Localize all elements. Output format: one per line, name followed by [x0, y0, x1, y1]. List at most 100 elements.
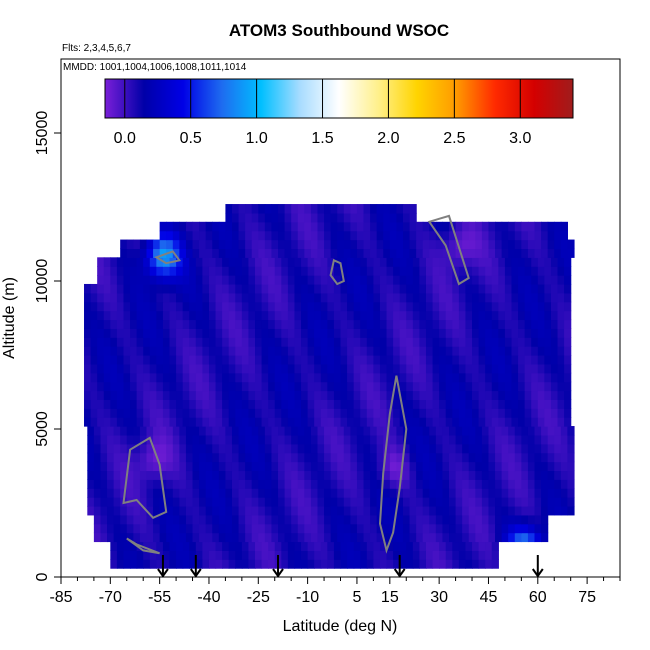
heatmap-cell — [472, 346, 480, 356]
heatmap-cell — [189, 399, 197, 409]
heatmap-cell — [199, 248, 207, 258]
heatmap-cell — [373, 399, 381, 409]
heatmap-cell — [412, 283, 421, 294]
heatmap-cell — [218, 248, 227, 258]
heatmap-cell — [327, 417, 335, 427]
heatmap-cell — [350, 230, 358, 241]
heatmap-cell — [432, 559, 440, 569]
heatmap-cell — [208, 283, 217, 294]
heatmap-cell — [100, 426, 108, 436]
heatmap-cell — [136, 399, 144, 409]
heatmap-cell — [343, 239, 351, 250]
heatmap-cell — [363, 204, 371, 214]
heatmap-cell — [458, 301, 467, 312]
heatmap-cell — [501, 479, 509, 489]
heatmap-cell — [268, 346, 276, 356]
heatmap-cell — [557, 355, 565, 365]
heatmap-cell — [120, 434, 128, 445]
heatmap-cell — [409, 452, 417, 463]
heatmap-cell — [301, 417, 309, 427]
heatmap-cell — [439, 328, 447, 338]
heatmap-cell — [248, 390, 256, 400]
x-axis-label: Latitude (deg N) — [283, 618, 398, 635]
heatmap-cell — [356, 452, 365, 463]
heatmap-cell — [458, 541, 467, 551]
heatmap-cell — [212, 452, 220, 463]
heatmap-cell — [97, 381, 105, 392]
heatmap-cell — [442, 497, 450, 507]
heatmap-cell — [564, 301, 572, 312]
heatmap-cell — [212, 497, 220, 507]
heatmap-cell — [360, 355, 368, 365]
heatmap-cell — [248, 301, 256, 312]
heatmap-cell — [294, 559, 302, 569]
heatmap-cell — [445, 541, 453, 551]
heatmap-cell — [504, 292, 513, 303]
heatmap-cell — [521, 248, 529, 258]
heatmap-cell — [416, 479, 424, 489]
heatmap-cell — [291, 204, 299, 214]
heatmap-cell — [452, 417, 460, 427]
heatmap-cell — [511, 310, 519, 321]
heatmap-cell — [468, 514, 476, 525]
heatmap-cell — [116, 355, 125, 365]
heatmap-cell — [564, 257, 572, 267]
heatmap-cell — [116, 559, 125, 569]
heatmap-cell — [472, 372, 480, 383]
heatmap-cell — [409, 230, 417, 241]
heatmap-cell — [330, 452, 338, 463]
heatmap-cell — [301, 363, 309, 374]
heatmap-cell — [169, 337, 177, 347]
heatmap-cell — [478, 399, 486, 409]
heatmap-cell — [222, 355, 230, 365]
heatmap-cell — [337, 443, 345, 454]
heatmap-cell — [360, 337, 368, 347]
heatmap-cell — [195, 257, 203, 267]
heatmap-cell — [169, 417, 177, 427]
heatmap-cell — [541, 426, 549, 436]
heatmap-cell — [498, 319, 506, 329]
heatmap-cell — [376, 488, 384, 498]
heatmap-cell — [531, 355, 539, 365]
heatmap-cell — [531, 372, 539, 383]
heatmap-cell — [139, 452, 148, 463]
heatmap-cell — [317, 443, 325, 454]
heatmap-cell — [225, 523, 233, 534]
heatmap-cell — [116, 408, 125, 418]
heatmap-cell — [455, 523, 463, 534]
heatmap-cell — [340, 355, 348, 365]
heatmap-cell — [347, 559, 355, 569]
heatmap-cell — [425, 346, 434, 356]
heatmap-cell — [370, 230, 378, 241]
heatmap-cell — [343, 434, 351, 445]
heatmap-cell — [343, 443, 351, 454]
heatmap-cell — [317, 461, 325, 472]
heatmap-cell — [498, 346, 506, 356]
heatmap-cell — [235, 372, 243, 383]
heatmap-cell — [153, 479, 161, 489]
heatmap-cell — [501, 230, 509, 241]
heatmap-cell — [343, 479, 351, 489]
heatmap-cell — [370, 452, 378, 463]
heatmap-cell — [488, 532, 496, 543]
heatmap-cell — [514, 497, 522, 507]
heatmap-cell — [182, 381, 190, 392]
heatmap-cell — [393, 283, 401, 294]
heatmap-cell — [478, 283, 486, 294]
heatmap-cell — [416, 230, 424, 241]
heatmap-cell — [314, 301, 322, 312]
heatmap-cell — [231, 461, 240, 472]
flight-markers — [157, 555, 544, 578]
heatmap-cell — [393, 319, 401, 329]
heatmap-cell — [225, 212, 233, 223]
heatmap-cell — [488, 461, 496, 472]
heatmap-cell — [202, 541, 210, 551]
heatmap-cell — [567, 479, 575, 489]
heatmap-cell — [241, 266, 250, 276]
heatmap-cell — [199, 239, 207, 250]
heatmap-cell — [501, 239, 509, 250]
heatmap-cell — [199, 470, 207, 480]
heatmap-cell — [458, 372, 467, 383]
heatmap-cell — [139, 434, 148, 445]
